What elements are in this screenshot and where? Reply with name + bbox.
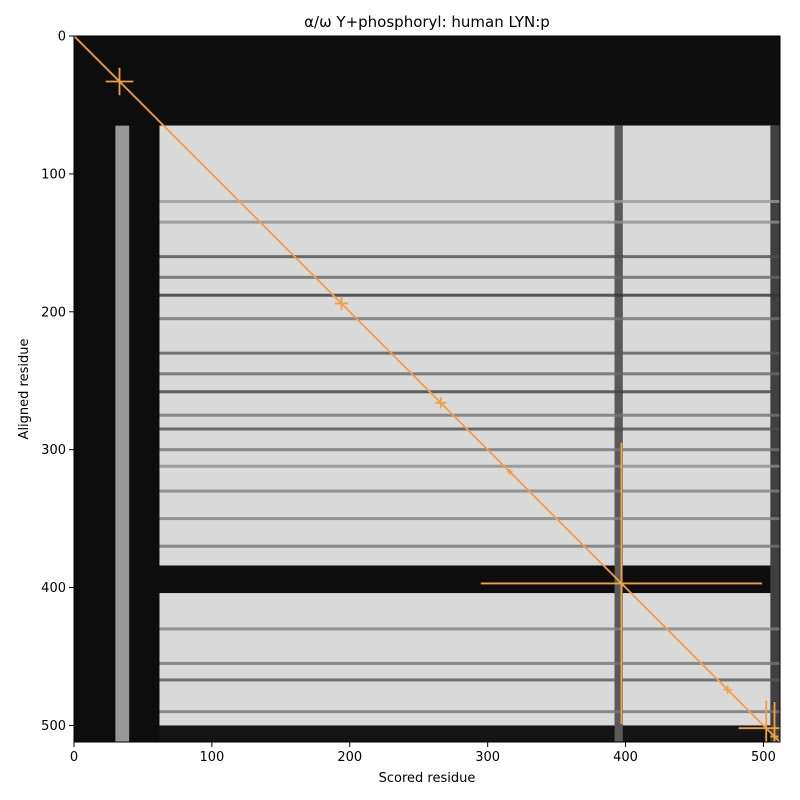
diagonal-overlay (74, 36, 780, 742)
heatmap-band-14 (159, 517, 780, 521)
heatmap-band-13 (159, 489, 780, 493)
heatmap-region-7 (770, 125, 780, 742)
x-axis-label: Scored residue (379, 771, 476, 786)
heatmap-band-0 (159, 199, 780, 203)
heatmap-band-16 (159, 627, 780, 631)
y-axis: 0 100 200 300 400 500 (41, 30, 74, 734)
heatmap-band-18 (159, 678, 780, 682)
heatmap-band-5 (159, 317, 780, 321)
x-tick-label-0: 0 (70, 750, 78, 765)
heatmap-band-17 (159, 661, 780, 665)
x-tick-label-100: 100 (199, 750, 224, 765)
heatmap-band-10 (159, 427, 780, 431)
y-tick-label-500: 500 (41, 719, 66, 734)
y-tick-label-100: 100 (41, 167, 66, 182)
heatmap-region-5 (614, 125, 623, 742)
chart-title: α/ω Y+phosphoryl: human LYN:p (304, 13, 550, 31)
y-tick-label-300: 300 (41, 443, 66, 458)
x-tick-label-500: 500 (751, 750, 776, 765)
heatmap-band-12 (159, 464, 780, 468)
heatmap-band-7 (159, 372, 780, 376)
heatmap-band-2 (159, 255, 780, 259)
x-tick-label-400: 400 (613, 750, 638, 765)
heatmap-band-15 (159, 544, 780, 548)
heatmap-band-11 (159, 448, 780, 452)
y-axis-label: Aligned residue (17, 339, 32, 440)
heatmap-band-4 (159, 293, 780, 297)
y-tick-label-200: 200 (41, 305, 66, 320)
heatmap-region-3 (159, 565, 780, 594)
heatmap-region-6 (115, 125, 130, 742)
heatmap-band-3 (159, 275, 780, 279)
heatmap-region-4 (159, 725, 780, 742)
y-tick-label-400: 400 (41, 581, 66, 596)
heatmap-band-19 (159, 710, 780, 714)
heatmap-band-9 (159, 413, 780, 417)
heatmap-band-8 (159, 390, 780, 394)
x-tick-label-300: 300 (475, 750, 500, 765)
plot-frame (73, 35, 781, 743)
x-axis: 0 100 200 300 400 500 (70, 742, 776, 765)
heatmap-band-6 (159, 351, 780, 355)
diagonal-line (74, 36, 780, 742)
heatmap-region-0 (74, 36, 780, 126)
x-tick-label-200: 200 (337, 750, 362, 765)
heatmap-band-1 (159, 220, 780, 224)
y-tick-label-0: 0 (58, 30, 66, 45)
